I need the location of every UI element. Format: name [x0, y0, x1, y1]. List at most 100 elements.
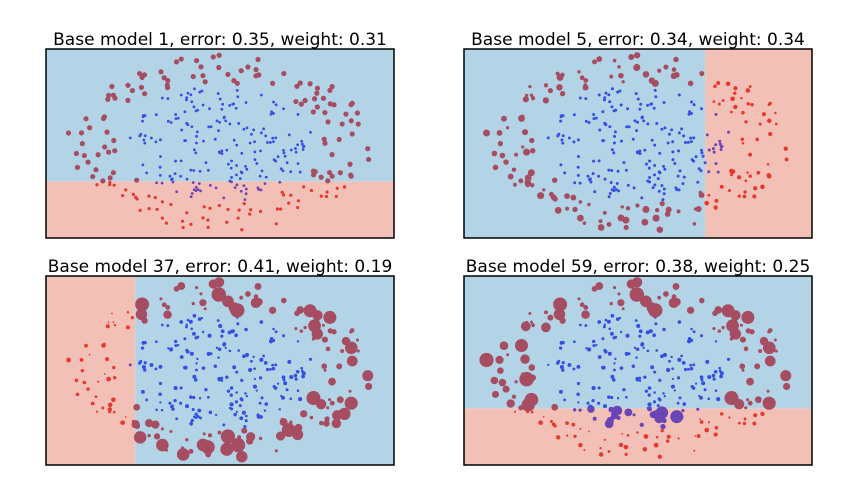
data-point: [192, 169, 196, 172]
data-point: [610, 395, 614, 400]
data-point: [199, 292, 203, 296]
data-point: [761, 412, 765, 416]
data-point: [195, 362, 198, 365]
data-point: [677, 437, 680, 440]
data-point: [228, 349, 232, 353]
data-point: [573, 181, 577, 185]
data-point: [107, 321, 110, 324]
data-point: [595, 282, 604, 290]
data-point: [296, 199, 301, 203]
data-point: [495, 355, 504, 365]
data-point: [173, 339, 178, 344]
data-point: [174, 344, 178, 348]
data-point: [174, 117, 178, 121]
data-point: [324, 194, 329, 199]
data-point: [638, 152, 642, 156]
data-point: [518, 115, 525, 122]
data-point: [597, 159, 601, 163]
data-point: [682, 402, 687, 406]
data-point: [730, 96, 735, 102]
data-point: [761, 112, 766, 117]
data-point: [220, 379, 224, 382]
data-point: [356, 349, 360, 353]
data-point: [190, 327, 194, 331]
data-point: [161, 75, 167, 81]
data-point: [660, 354, 664, 359]
data-point: [646, 103, 650, 107]
decision-region-outer: [705, 49, 812, 238]
data-point: [555, 298, 560, 303]
data-point: [160, 216, 164, 220]
data-point: [666, 367, 671, 373]
data-point: [171, 407, 175, 411]
data-point: [265, 367, 270, 372]
data-point: [320, 95, 327, 101]
data-point: [242, 354, 246, 359]
data-point: [622, 161, 626, 165]
data-point: [229, 386, 234, 390]
data-point: [529, 374, 536, 381]
data-point: [244, 419, 248, 423]
data-point: [613, 286, 617, 290]
data-point: [296, 205, 300, 210]
data-point: [633, 52, 641, 59]
data-point: [774, 349, 778, 353]
data-point: [190, 192, 194, 195]
data-point: [731, 169, 736, 174]
data-point: [692, 159, 696, 163]
data-point: [348, 118, 354, 124]
data-point: [326, 406, 330, 410]
data-point: [269, 368, 272, 371]
data-point: [586, 174, 590, 178]
data-point: [520, 321, 531, 332]
data-point: [599, 447, 602, 450]
data-point: [555, 71, 560, 76]
data-point: [479, 352, 494, 368]
data-point: [619, 330, 623, 334]
data-point: [164, 221, 169, 225]
data-point: [653, 442, 659, 448]
data-point: [578, 408, 582, 412]
data-point: [154, 140, 158, 144]
data-point: [262, 354, 265, 358]
data-point: [270, 80, 276, 86]
data-point: [716, 397, 721, 402]
data-point: [673, 162, 677, 166]
axes-frame: [463, 275, 813, 466]
data-point: [281, 375, 286, 380]
axes-frame: [45, 48, 395, 239]
data-point: [768, 328, 773, 333]
data-point: [558, 389, 563, 394]
data-point: [712, 150, 716, 154]
data-point: [183, 365, 187, 370]
data-point: [578, 323, 582, 327]
data-point: [619, 139, 623, 143]
data-point: [321, 323, 325, 327]
data-point: [681, 409, 685, 413]
data-point: [334, 194, 338, 199]
data-point: [714, 162, 718, 166]
data-point: [617, 214, 625, 222]
data-point: [654, 207, 660, 213]
data-point: [531, 323, 535, 328]
data-point: [196, 108, 200, 112]
data-point: [551, 403, 559, 411]
data-point: [158, 381, 163, 386]
data-point: [581, 310, 590, 319]
data-point: [766, 173, 772, 179]
data-point: [188, 319, 193, 324]
data-point: [289, 148, 293, 152]
data-point: [301, 374, 305, 379]
data-point: [665, 206, 672, 213]
data-point: [712, 326, 716, 331]
data-point: [572, 113, 576, 117]
data-point: [591, 398, 595, 403]
data-point: [682, 175, 686, 179]
data-point: [677, 149, 681, 153]
data-point: [258, 401, 262, 405]
data-point: [520, 354, 530, 364]
data-point: [597, 401, 601, 405]
data-point: [657, 454, 662, 459]
data-point: [660, 429, 664, 433]
data-point: [301, 148, 305, 151]
